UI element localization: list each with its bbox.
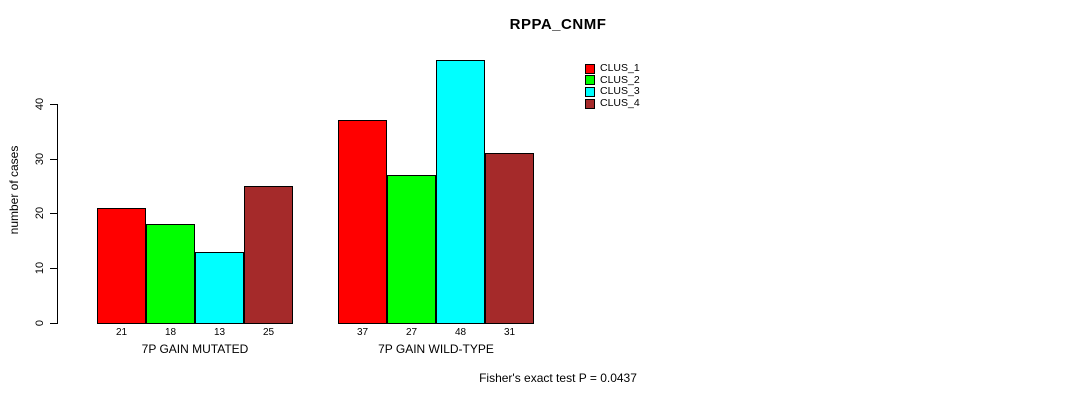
legend-item-clus_3: CLUS_3 xyxy=(585,86,640,98)
category-label-group2: 7P GAIN WILD-TYPE xyxy=(378,342,494,356)
legend-color-swatch xyxy=(585,86,595,97)
y-axis-tick-label: 10 xyxy=(34,262,46,275)
y-axis-tick xyxy=(50,103,57,105)
category-label-group1: 7P GAIN MUTATED xyxy=(141,342,249,356)
legend-item-clus_1: CLUS_1 xyxy=(585,63,640,75)
y-axis-tick xyxy=(50,323,57,324)
y-axis-tick-label: 30 xyxy=(34,152,46,165)
y-axis-label: number of cases xyxy=(7,145,21,235)
bar-clus_1-group1 xyxy=(97,207,146,324)
legend: CLUS_1 CLUS_2 CLUS_3 CLUS_4 xyxy=(585,63,640,109)
bar-value-label: 25 xyxy=(262,327,275,338)
y-axis-tick xyxy=(50,158,57,160)
bar-value-label: 18 xyxy=(164,327,177,338)
bar-clus_4-group2 xyxy=(485,153,534,324)
legend-series-label: CLUS_2 xyxy=(600,73,640,86)
bar-clus_1-group2 xyxy=(338,120,387,324)
legend-color-swatch xyxy=(585,98,595,109)
legend-series-label: CLUS_3 xyxy=(600,85,640,98)
y-axis-tick-label: 40 xyxy=(34,97,46,110)
y-axis-tick-label: 20 xyxy=(34,207,46,220)
bar-value-label: 27 xyxy=(405,327,418,338)
bar-value-label: 21 xyxy=(115,327,128,338)
annotation-text: Fisher's exact test P = 0.0437 xyxy=(479,371,637,385)
bar-clus_2-group2 xyxy=(387,175,436,324)
bar-clus_2-group1 xyxy=(146,224,195,324)
legend-series-label: CLUS_4 xyxy=(600,97,640,110)
bar-value-label: 31 xyxy=(503,327,516,338)
bar-clus_3-group1 xyxy=(195,251,244,324)
legend-item-clus_4: CLUS_4 xyxy=(585,98,640,110)
legend-color-swatch xyxy=(585,75,595,86)
bar-clus_4-group1 xyxy=(244,186,293,324)
y-axis-tick-label: 0 xyxy=(34,319,46,327)
legend-color-swatch xyxy=(585,63,595,74)
legend-series-label: CLUS_1 xyxy=(600,62,640,75)
y-axis-tick xyxy=(50,213,57,215)
bar-value-label: 13 xyxy=(213,327,226,338)
chart-title: RPPA_CNMF xyxy=(509,16,607,33)
bar-value-label: 48 xyxy=(454,327,467,338)
y-axis-line xyxy=(57,103,58,324)
legend-item-clus_2: CLUS_2 xyxy=(585,73,640,87)
bar-clus_3-group2 xyxy=(436,59,485,324)
bar-value-label: 37 xyxy=(356,327,369,338)
y-axis-tick xyxy=(50,268,57,270)
